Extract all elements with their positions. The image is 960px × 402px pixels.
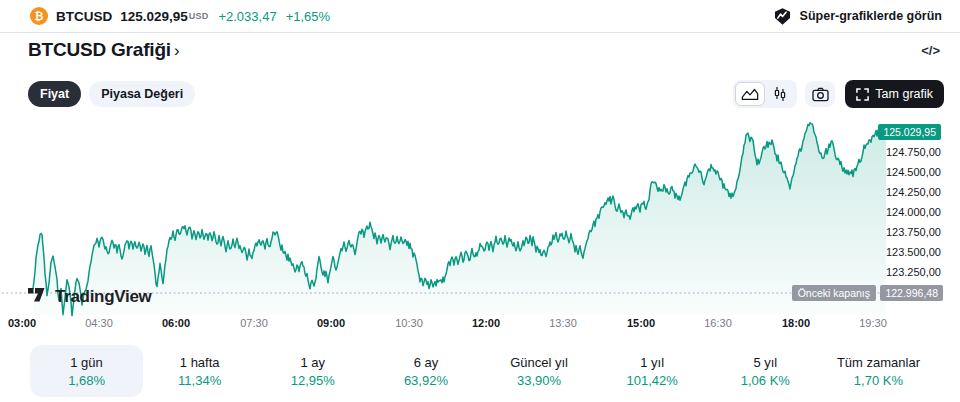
- range-label: Güncel yıl: [510, 355, 568, 370]
- range-label: 6 ay: [414, 355, 439, 370]
- time-tick: 10:30: [395, 317, 423, 329]
- chart-type-switcher: [733, 80, 797, 108]
- price-tick: 123.250,00: [886, 266, 941, 278]
- fullscreen-icon: [856, 88, 869, 101]
- supercharts-icon: [773, 7, 792, 26]
- range-percent: 101,42%: [627, 373, 678, 388]
- range-percent: 1,70 K%: [854, 373, 903, 388]
- price-tab[interactable]: Fiyat: [28, 81, 81, 107]
- time-tick: 06:00: [162, 317, 190, 329]
- price-tick: 124.000,00: [886, 206, 941, 218]
- prev-close-value-badge: 122.996,48: [880, 285, 943, 301]
- symbol-currency: USD: [189, 11, 209, 21]
- symbol-name: BTCUSD: [56, 9, 112, 24]
- range-percent: 1,06 K%: [741, 373, 790, 388]
- price-chart[interactable]: 124.750,00 124.500,00 124.250,00 124.000,00…: [0, 115, 960, 330]
- range-tab-1-hafta[interactable]: 1 hafta 11,34%: [143, 345, 256, 397]
- range-label: 1 hafta: [180, 355, 220, 370]
- range-tab-6-ay[interactable]: 6 ay 63,92%: [369, 345, 482, 397]
- supercharts-link[interactable]: Süper-grafiklerde görün: [773, 7, 942, 26]
- time-tick: 15:00: [627, 317, 655, 329]
- area-chart-icon: [741, 87, 759, 101]
- fullscreen-chart-button[interactable]: Tam grafik: [845, 80, 944, 108]
- price-tick: 123.500,00: [886, 246, 941, 258]
- range-tabs: 1 gün 1,68% 1 hafta 11,34% 1 ay 12,95% 6 ay 63,…: [30, 345, 935, 397]
- market-cap-tab[interactable]: Piyasa Değeri: [89, 81, 195, 107]
- time-tick: 13:30: [549, 317, 577, 329]
- time-tick: 07:30: [240, 317, 268, 329]
- range-percent: 12,95%: [291, 373, 335, 388]
- time-tick: 03:00: [8, 317, 36, 329]
- tradingview-wordmark: TradingView: [55, 287, 152, 307]
- price-tick: 124.750,00: [886, 146, 941, 158]
- time-tick: 18:00: [782, 317, 810, 329]
- change-percent: +1,65%: [286, 9, 330, 24]
- embed-code-icon[interactable]: </>: [921, 43, 940, 58]
- range-label: 1 gün: [70, 355, 103, 370]
- chart-controls: Fiyat Piyasa Değeri Tam grafik: [28, 80, 944, 108]
- chart-tools: Tam grafik: [733, 80, 944, 108]
- price-tick: 124.500,00: [886, 166, 941, 178]
- time-tick: 12:00: [472, 317, 500, 329]
- chevron-right-icon[interactable]: ›: [174, 41, 180, 61]
- change-absolute: +2.033,47: [218, 9, 276, 24]
- range-label: Tüm zamanlar: [837, 355, 920, 370]
- range-tab-1-gün[interactable]: 1 gün 1,68%: [30, 345, 143, 397]
- supercharts-label: Süper-grafiklerde görün: [800, 9, 942, 23]
- range-label: 5 yıl: [753, 355, 777, 370]
- range-tab-tüm-zamanlar[interactable]: Tüm zamanlar 1,70 K%: [822, 345, 935, 397]
- range-tab-5-yıl[interactable]: 5 yıl 1,06 K%: [709, 345, 822, 397]
- symbol-price: 125.029,95: [120, 9, 188, 24]
- camera-icon: [812, 87, 829, 102]
- range-percent: 11,34%: [178, 373, 221, 388]
- range-label: 1 ay: [301, 355, 326, 370]
- screenshot-button[interactable]: [805, 81, 835, 107]
- range-tab-1-ay[interactable]: 1 ay 12,95%: [256, 345, 369, 397]
- time-tick: 16:30: [704, 317, 732, 329]
- fullscreen-label: Tam grafik: [875, 87, 933, 101]
- prev-close-label-badge: Önceki kapanış: [792, 285, 876, 301]
- time-tick: 04:30: [85, 317, 113, 329]
- time-tick: 19:30: [859, 317, 887, 329]
- time-tick: 09:00: [317, 317, 345, 329]
- last-price-badge: 125.029,95: [878, 124, 941, 140]
- range-tab-1-yıl[interactable]: 1 yıl 101,42%: [596, 345, 709, 397]
- symbol-header-bar: ₿ BTCUSD 125.029,95 USD +2.033,47+1,65% …: [0, 0, 960, 33]
- price-tick: 124.250,00: [886, 186, 941, 198]
- range-label: 1 yıl: [640, 355, 664, 370]
- candles-icon: [772, 86, 788, 102]
- tradingview-attribution[interactable]: TradingView: [28, 287, 152, 307]
- candles-chart-button[interactable]: [765, 82, 795, 106]
- price-tick: 123.750,00: [886, 226, 941, 238]
- range-percent: 63,92%: [404, 373, 448, 388]
- range-percent: 33,90%: [517, 373, 561, 388]
- title-row: BTCUSD Grafiği › </>: [28, 39, 940, 61]
- range-percent: 1,68%: [68, 373, 105, 388]
- area-chart-button[interactable]: [735, 82, 765, 106]
- bitcoin-icon: ₿: [30, 7, 48, 25]
- time-axis: 03:00 04:30 06:00 07:30 09:00 10:30 12:00 13:30…: [0, 315, 960, 331]
- symbol-change: +2.033,47 +1,65%: [218, 9, 330, 24]
- page-title[interactable]: BTCUSD Grafiği: [28, 39, 171, 61]
- tradingview-logo-icon: [28, 288, 49, 307]
- btcusd-chart-page: ₿ BTCUSD 125.029,95 USD +2.033,47+1,65% …: [0, 0, 960, 402]
- range-tab-güncel-yıl[interactable]: Güncel yıl 33,90%: [483, 345, 596, 397]
